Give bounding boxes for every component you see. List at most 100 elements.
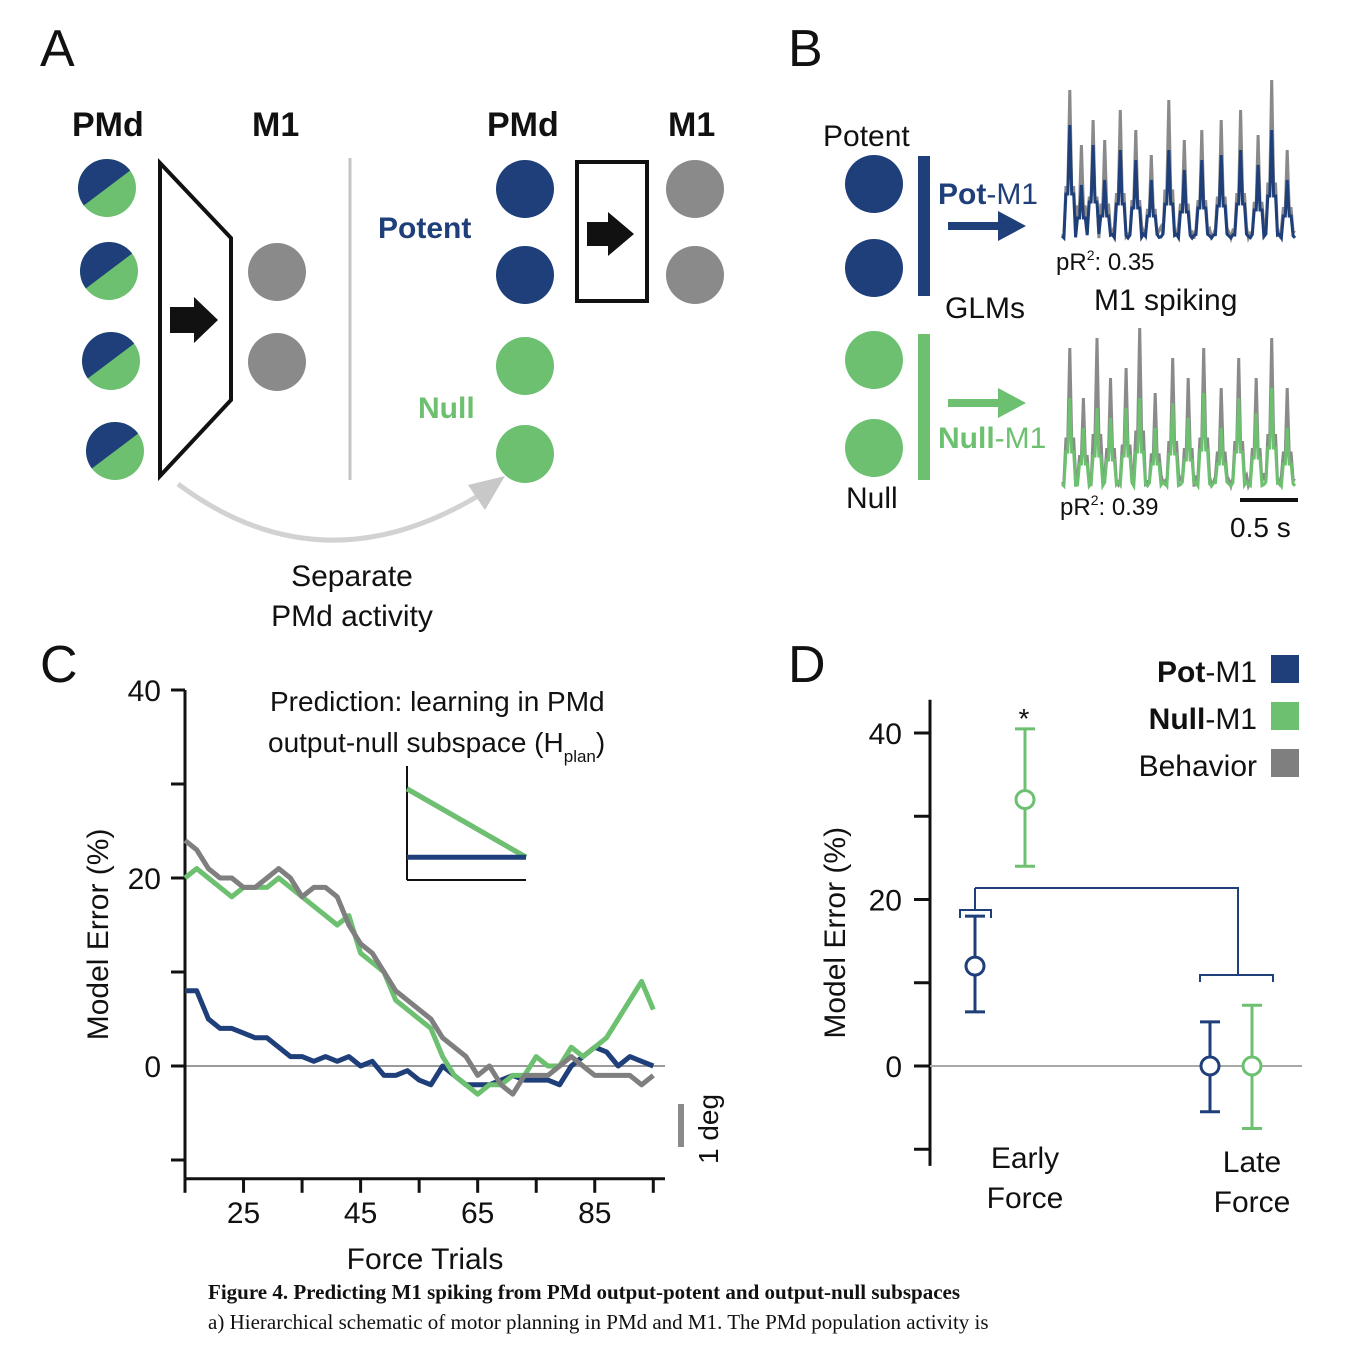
b-potent-bracket	[918, 156, 930, 296]
b-null-neuron-2	[845, 419, 903, 477]
pot-m1-bold: Pot	[938, 178, 986, 211]
separate-label-line1: Separate	[291, 560, 413, 593]
pmd-null-neuron-1	[496, 337, 554, 395]
mixed-neuron-icon	[82, 418, 148, 480]
mixed-neuron-group	[74, 155, 148, 480]
pr2-null-label: pR2: 0.39	[1060, 492, 1159, 521]
mixed-neuron-potent-half	[74, 155, 140, 213]
panel-a-potent-label: Potent	[378, 212, 471, 245]
mixed-neuron-icon	[74, 155, 140, 217]
d-bracket-late	[1199, 974, 1274, 982]
d-legend-label: Behavior	[1139, 750, 1257, 783]
d-legend-label: Pot-M1	[1157, 656, 1257, 689]
c-series-behavior-line	[183, 838, 655, 1097]
c-chart: 0 20 40 25 45 65 85 Force Trials Model Error (%)	[82, 675, 665, 1270]
c-x-tick-label: 45	[344, 1197, 377, 1230]
arrow-right-icon	[948, 388, 1026, 418]
c-x-axis-label: Force Trials	[347, 1243, 504, 1270]
c-series-potent-line	[185, 988, 655, 1088]
c-prediction-line1: Prediction: learning in PMd	[270, 686, 605, 717]
arrow-right-icon	[587, 212, 634, 256]
arrow-right-icon	[170, 297, 218, 343]
c-deg-scalebar-label: 1 deg	[693, 1094, 724, 1164]
pot-m1-label: Pot-M1	[938, 178, 1038, 211]
d-late-line1: Late	[1223, 1146, 1281, 1179]
panel-b-letter: B	[788, 20, 823, 78]
panel-b: B Potent Pot-M1 GLMs M1 spiking Null-M1 …	[788, 20, 1298, 543]
c-y-tick-label: 40	[128, 675, 161, 708]
d-chart: 0 20 40 Model Error (%)	[819, 699, 1302, 1166]
null-m1-rest: -M1	[995, 422, 1047, 455]
pmd-potent-neuron-2	[496, 246, 554, 304]
d-point-null	[1241, 1055, 1263, 1077]
c-x-tick-label: 25	[227, 1197, 260, 1230]
panel-a-pmd-right-label: PMd	[487, 106, 559, 144]
m1-neuron-2	[248, 333, 306, 391]
c-inset	[405, 766, 528, 881]
panel-b-null-label: Null	[846, 482, 898, 515]
d-legend-swatch	[1271, 749, 1299, 777]
pr2-pot-sup: 2	[1087, 247, 1095, 263]
d-y-tick-label: 0	[885, 1051, 902, 1084]
panel-a-pmd-left-label: PMd	[72, 106, 144, 144]
pot-spike-trace	[1060, 79, 1297, 244]
pot-m1-rest: -M1	[986, 178, 1038, 211]
panel-b-potent-label: Potent	[823, 120, 910, 153]
d-legend-swatch	[1271, 702, 1299, 730]
arrow-right-icon	[948, 211, 1026, 241]
d-legend-label-rest: -M1	[1205, 703, 1257, 736]
c-series-null-line	[183, 866, 656, 1097]
mixed-neuron-potent-half	[76, 238, 142, 296]
glms-label: GLMs	[945, 292, 1025, 325]
d-late-line2: Force	[1214, 1186, 1291, 1219]
m1-right-neuron-1	[666, 160, 724, 218]
pr2-pot-prefix: pR	[1056, 249, 1087, 276]
mixed-neuron-icon	[76, 238, 142, 300]
d-significance-star: *	[1019, 703, 1030, 734]
figure-4: A PMd M1 PMd M1 Potent Null Separate PMd…	[40, 20, 1302, 1270]
panel-a-m1-left-label: M1	[252, 106, 299, 144]
c-x-tick-label: 65	[461, 1197, 494, 1230]
pr2-pot-value: : 0.35	[1094, 249, 1154, 276]
pr2-pot-label: pR2: 0.35	[1056, 247, 1155, 276]
pmd-potent-neuron-1	[496, 160, 554, 218]
b-potent-neuron-1	[845, 155, 903, 213]
curved-arrowhead	[468, 476, 505, 510]
trapezoid-transform	[158, 157, 233, 482]
panel-c: C Prediction: learning in PMd output-nul…	[40, 636, 724, 1270]
b-null-bracket	[918, 334, 930, 480]
null-m1-label: Null-M1	[938, 422, 1046, 455]
curved-arrow-icon	[176, 481, 480, 543]
panel-a-null-label: Null	[418, 392, 475, 425]
figure-caption-title: Figure 4. Predicting M1 spiking from PMd…	[208, 1280, 961, 1304]
panel-d-letter: D	[788, 636, 826, 694]
m1-spiking-label: M1 spiking	[1094, 284, 1237, 317]
c-prediction-sub: plan	[564, 747, 596, 766]
d-legend-label-rest: -M1	[1205, 656, 1257, 689]
c-prediction-line2: output-null subspace (Hplan)	[268, 727, 605, 766]
spike-trace-predicted	[1060, 387, 1297, 491]
mixed-neuron-potent-half	[82, 418, 148, 476]
d-point-null	[1014, 789, 1036, 811]
potent-transform-box	[575, 160, 649, 303]
c-prediction-close: )	[596, 727, 605, 758]
b-potent-neuron-2	[845, 239, 903, 297]
panel-c-letter: C	[40, 636, 78, 694]
panel-a-letter: A	[40, 20, 75, 78]
c-x-tick-label: 85	[578, 1197, 611, 1230]
c-inset-null-line	[405, 786, 528, 860]
d-significance-bracket	[975, 887, 1239, 975]
d-legend-label-rest: Behavior	[1139, 750, 1257, 783]
pr2-null-sup: 2	[1091, 492, 1099, 508]
figure-caption-text: a) Hierarchical schematic of motor plann…	[208, 1310, 989, 1334]
panel-a: A PMd M1 PMd M1 Potent Null Separate PMd…	[40, 20, 724, 633]
d-point-potent	[964, 955, 986, 977]
panel-a-m1-right-label: M1	[668, 106, 715, 144]
spike-trace-predicted	[1060, 124, 1297, 243]
mixed-neuron-icon	[78, 328, 144, 390]
pr2-null-value: : 0.39	[1098, 494, 1158, 521]
d-bracket-early	[959, 888, 992, 918]
d-legend-label-bold: Null	[1149, 703, 1206, 736]
